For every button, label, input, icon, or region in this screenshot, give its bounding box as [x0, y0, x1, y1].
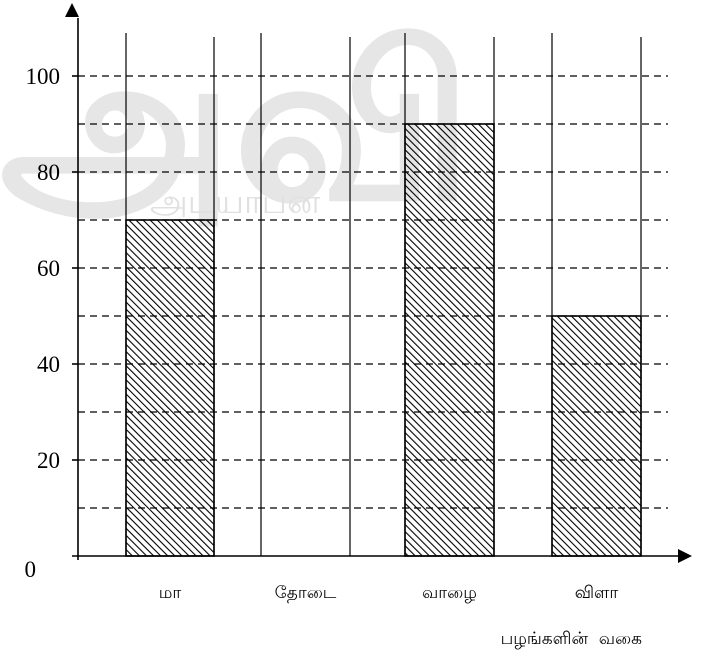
category-label: தோடை	[275, 583, 337, 603]
y-tick-label: 60	[37, 256, 60, 281]
y-tick-label: 20	[37, 448, 60, 473]
y-tick-label: 80	[37, 160, 60, 185]
bar	[125, 219, 215, 557]
x-axis-arrow	[678, 549, 692, 563]
y-axis-arrow	[65, 3, 79, 17]
bar	[404, 123, 495, 557]
x-axis-title: பழங்களின் வகை	[501, 629, 643, 649]
category-label: வாழை	[422, 583, 477, 603]
y-tick-label: 40	[37, 352, 60, 377]
labels: மா தோடை வாழை விளா 0 20 40 60 80 100 பழங்களின் வகை	[25, 64, 643, 649]
axes	[65, 3, 692, 563]
y-tick-label: 100	[26, 64, 61, 89]
bar	[551, 315, 642, 557]
bars	[125, 123, 642, 557]
y-tick-label: 0	[25, 557, 37, 582]
category-label: விளா	[575, 583, 619, 603]
category-label: மா	[159, 583, 182, 603]
